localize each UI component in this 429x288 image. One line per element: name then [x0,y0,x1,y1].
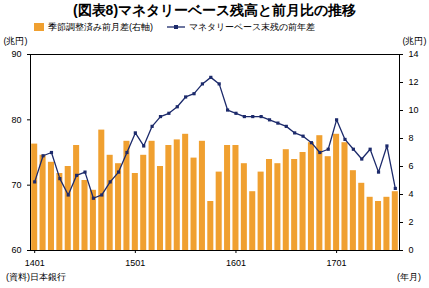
svg-text:14: 14 [409,49,419,59]
svg-text:6: 6 [409,161,414,171]
svg-text:1601: 1601 [226,258,246,268]
svg-text:(兆円): (兆円) [4,36,28,46]
html-text:季節調整済み前月差(右軸): 季節調整済み前月差(右軸) [48,21,153,32]
html-text:(資料)日本銀行: (資料)日本銀行 [6,272,66,282]
svg-text:80: 80 [11,115,21,125]
svg-text:1401: 1401 [25,258,45,268]
svg-text:(兆円): (兆円) [403,36,427,46]
svg-text:90: 90 [11,49,21,59]
html-text:(年月): (年月) [397,272,421,282]
svg-text:1501: 1501 [125,258,145,268]
svg-text:12: 12 [409,77,419,87]
svg-text:70: 70 [11,180,21,190]
svg-text:4: 4 [409,189,414,199]
svg-text:1701: 1701 [327,258,347,268]
svg-text:10: 10 [409,105,419,115]
html-text:マネタリーベース末残の前年差: マネタリーベース末残の前年差 [189,21,315,32]
svg-text:60: 60 [11,245,21,255]
html-text:(図表8)マネタリーベース残高と前月比の推移: (図表8)マネタリーベース残高と前月比の推移 [72,2,357,18]
svg-text:2: 2 [409,217,414,227]
svg-text:8: 8 [409,133,414,143]
svg-text:0: 0 [409,245,414,255]
